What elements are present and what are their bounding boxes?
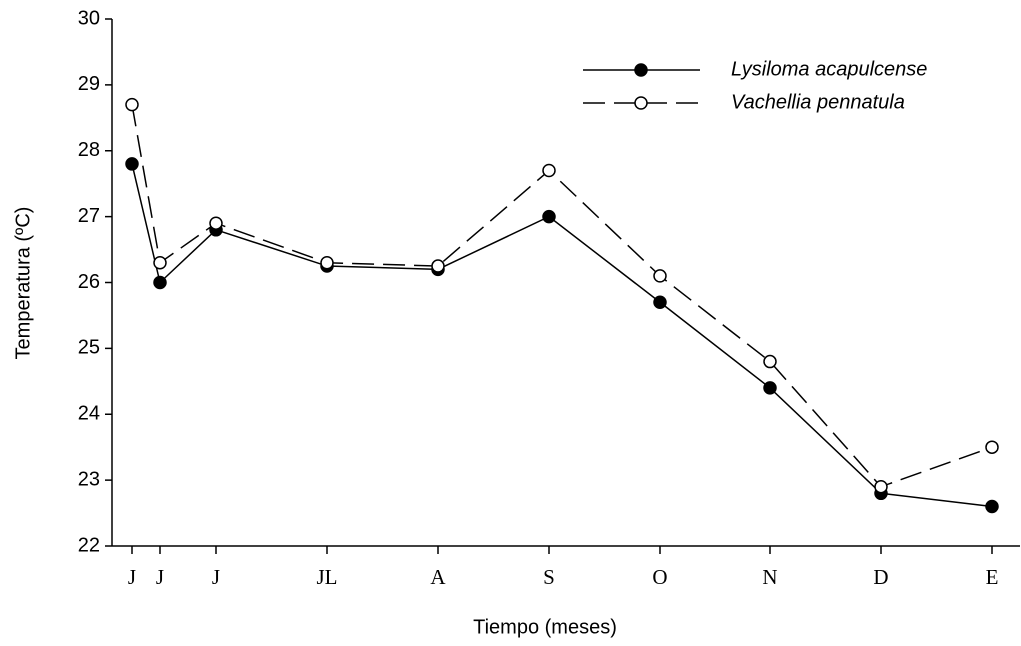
x-tick-label: A bbox=[430, 565, 446, 589]
y-tick-label: 24 bbox=[78, 403, 100, 425]
y-tick-label: 27 bbox=[78, 205, 100, 227]
legend-label: Vachellia pennatula bbox=[731, 91, 905, 113]
point bbox=[874, 479, 888, 494]
point bbox=[763, 354, 777, 369]
point bbox=[653, 269, 667, 283]
y-tick-label: 26 bbox=[78, 271, 100, 293]
y-tick-label: 25 bbox=[78, 337, 100, 359]
y-tick-label: 29 bbox=[78, 73, 100, 95]
point bbox=[542, 209, 556, 224]
point bbox=[763, 381, 777, 395]
x-tick-label: N bbox=[762, 565, 777, 589]
point bbox=[542, 163, 556, 178]
x-tick-label: E bbox=[986, 565, 999, 589]
point bbox=[153, 255, 167, 270]
x-axis-label: Tiempo (meses) bbox=[473, 616, 617, 638]
y-tick-label: 22 bbox=[78, 534, 100, 556]
point bbox=[209, 216, 223, 230]
series-line bbox=[131, 163, 993, 508]
y-axis-label: Temperatura (ºC) bbox=[12, 207, 34, 360]
point bbox=[125, 97, 139, 112]
x-tick-label: S bbox=[543, 565, 555, 589]
x-tick-label: D bbox=[873, 565, 888, 589]
y-tick-label: 28 bbox=[78, 139, 100, 161]
x-tick-label: O bbox=[652, 565, 667, 589]
x-tick-label: J bbox=[128, 565, 136, 589]
point bbox=[320, 255, 334, 270]
point bbox=[985, 499, 999, 514]
point bbox=[125, 157, 139, 171]
series-line bbox=[131, 104, 993, 488]
x-tick-label: J bbox=[212, 565, 220, 589]
point bbox=[431, 259, 445, 273]
legend-marker bbox=[634, 63, 648, 77]
x-tick-label: JL bbox=[317, 565, 338, 589]
x-tick-label: J bbox=[156, 565, 164, 589]
legend-label: Lysiloma acapulcense bbox=[731, 58, 927, 80]
y-tick-label: 30 bbox=[78, 7, 100, 29]
point bbox=[653, 295, 667, 310]
point bbox=[985, 440, 999, 454]
point bbox=[153, 275, 167, 290]
legend-marker bbox=[634, 96, 648, 110]
y-tick-label: 23 bbox=[78, 468, 100, 490]
